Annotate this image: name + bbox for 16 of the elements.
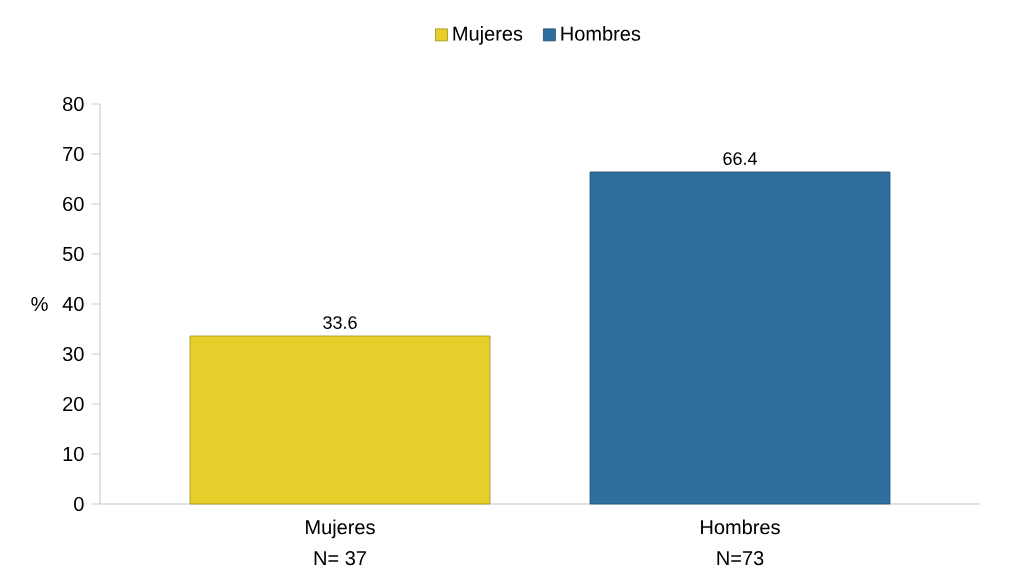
- data-label: 66.4: [723, 152, 757, 165]
- y-tick-label: 40: [62, 296, 84, 312]
- text: N=73: [717, 551, 764, 566]
- data-label: 33.6: [323, 316, 357, 329]
- y-tick-label: 50: [62, 246, 84, 262]
- legend-label: Hombres: [561, 26, 641, 41]
- y-tick-label: 10: [63, 446, 84, 462]
- y-tick-label: 0: [74, 496, 84, 512]
- y-tick-label: 30: [62, 346, 84, 362]
- legend-label: Mujeres: [453, 26, 523, 45]
- y-tick-label: 60: [63, 196, 84, 212]
- text: N= 37: [314, 551, 366, 566]
- y-axis-title: %: [31, 296, 48, 311]
- y-tick-label: 20: [63, 396, 84, 412]
- y-tick-label: 80: [63, 96, 84, 112]
- y-tick-label: 70: [63, 146, 84, 162]
